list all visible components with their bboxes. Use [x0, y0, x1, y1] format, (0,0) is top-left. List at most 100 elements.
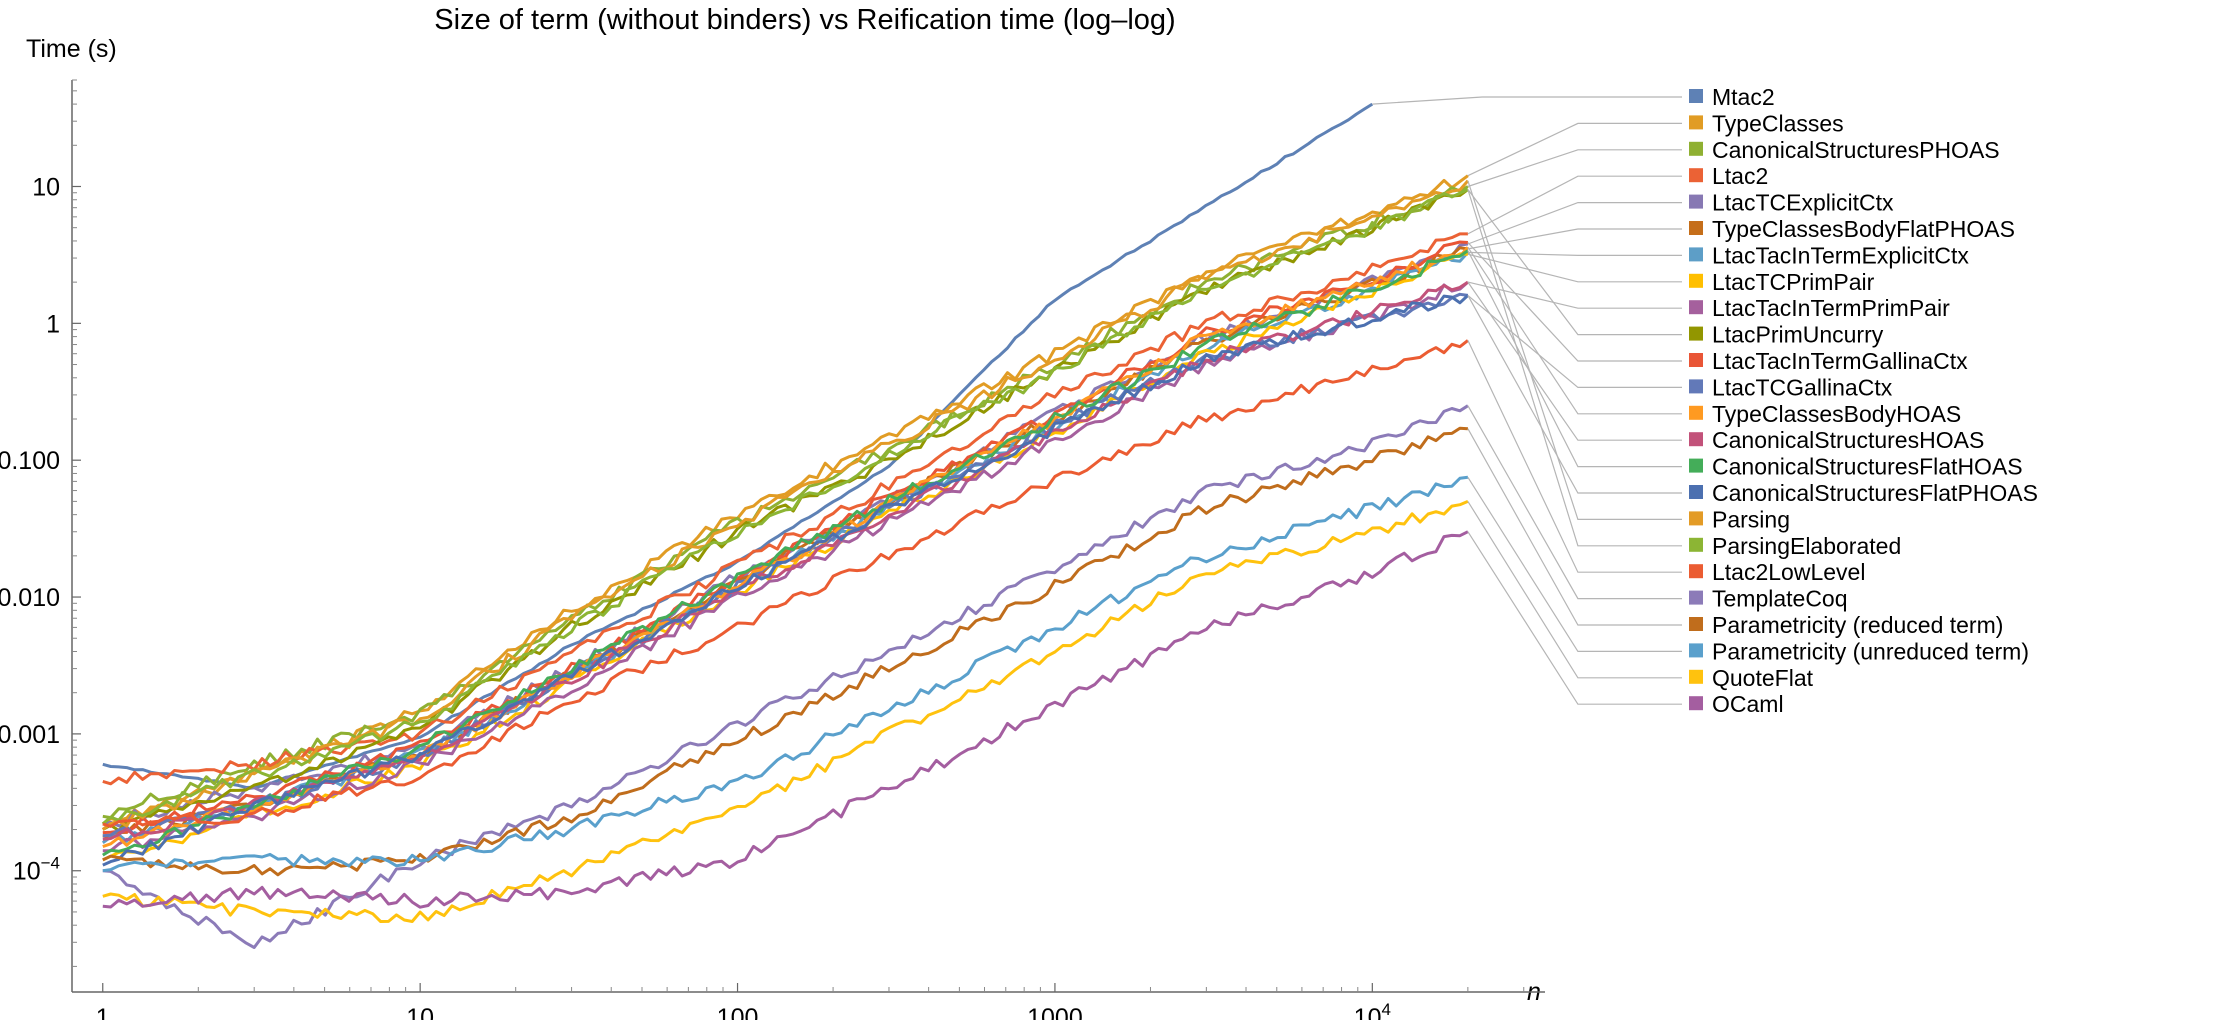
legend-swatch: [1689, 273, 1703, 288]
legend-swatch: [1689, 696, 1703, 711]
series-line: [102, 188, 1469, 832]
series-line: [101, 188, 1469, 826]
legend-swatch: [1689, 669, 1703, 684]
legend-callout-line: [1467, 340, 1682, 573]
legend-callout-line: [1467, 202, 1682, 245]
x-tick-label: 10: [406, 1004, 434, 1020]
x-tick-label: 104: [1354, 1000, 1391, 1020]
legend-label: Mtac2: [1712, 84, 1775, 110]
x-tick-label: 1000: [1027, 1004, 1083, 1020]
legend-callout-line: [1467, 295, 1682, 494]
legend-swatch: [1689, 168, 1703, 183]
legend-callout-line: [1467, 246, 1682, 415]
legend-callout-line: [1467, 122, 1682, 177]
legend-swatch: [1689, 432, 1703, 447]
legend-callout-line: [1467, 476, 1682, 653]
legend-swatch: [1689, 353, 1703, 367]
legend-callout-line: [1467, 175, 1682, 235]
legend-label: CanonicalStructuresPHOAS: [1712, 137, 2000, 163]
series-line: [102, 404, 1469, 949]
legend-callout-line: [1467, 189, 1682, 547]
legend-swatch: [1689, 405, 1703, 420]
y-tick-label: 10: [32, 173, 60, 201]
legend-swatch: [1689, 511, 1703, 526]
legend-label: LtacTCPrimPair: [1712, 269, 1875, 295]
legend-label: CanonicalStructuresFlatPHOAS: [1712, 480, 2038, 506]
legend-swatch: [1689, 247, 1703, 262]
legend-label: LtacPrimUncurry: [1712, 322, 1884, 348]
legend-callout-line: [1467, 180, 1682, 521]
legend-callout-line: [1467, 149, 1682, 188]
legend-swatch: [1689, 326, 1703, 341]
y-tick-label: 10−4: [13, 854, 60, 886]
legend-label: LtacTacInTermGallinaCtx: [1712, 348, 1968, 374]
legend-swatch: [1689, 379, 1703, 394]
legend-label: LtacTacInTermExplicitCtx: [1712, 242, 1969, 268]
legend-callout-line: [1467, 294, 1682, 388]
legend-swatch: [1689, 590, 1703, 605]
legend-callout-line: [1467, 242, 1682, 362]
legend-callout-line: [1467, 228, 1682, 250]
x-tick-label: 1: [96, 1004, 110, 1020]
x-tick-label: 100: [717, 1004, 759, 1020]
legend-swatch: [1689, 194, 1703, 209]
legend-callout-line: [1467, 253, 1682, 283]
legend-label: Ltac2LowLevel: [1712, 559, 1865, 585]
series-line: [102, 500, 1469, 923]
legend-label: QuoteFlat: [1712, 665, 1814, 691]
series-line: [102, 339, 1469, 828]
legend-swatch: [1689, 221, 1703, 235]
series-line: [102, 294, 1469, 867]
legend-swatch: [1689, 485, 1703, 499]
legend-swatch: [1689, 643, 1703, 658]
legend-label: Parametricity (reduced term): [1712, 612, 2003, 638]
legend-callout-line: [1467, 405, 1682, 600]
legend-swatch: [1689, 564, 1703, 579]
legend-callout-line: [1467, 428, 1682, 626]
series-layer: [101, 102, 1470, 949]
legend-label: CanonicalStructuresHOAS: [1712, 427, 1984, 453]
legend-label: LtacTCExplicitCtx: [1712, 190, 1894, 216]
legend-label: Ltac2: [1712, 163, 1768, 189]
y-tick-label: 0.100: [0, 447, 60, 475]
legend-callout-line: [1467, 189, 1682, 336]
legend-callout-line: [1467, 501, 1682, 679]
legend-label: TypeClassesBodyFlatPHOAS: [1712, 216, 2015, 242]
legend-swatch: [1689, 617, 1703, 631]
legend-swatch: [1689, 89, 1703, 103]
legend: Mtac2TypeClassesCanonicalStructuresPHOAS…: [1372, 84, 2038, 717]
legend-label: TypeClassesBodyHOAS: [1712, 401, 1961, 427]
legend-label: LtacTacInTermPrimPair: [1712, 295, 1950, 321]
legend-label: OCaml: [1712, 691, 1784, 717]
series-line: [102, 426, 1468, 877]
legend-callout-line: [1467, 250, 1682, 468]
legend-label: Parametricity (unreduced term): [1712, 638, 2029, 664]
legend-callout-line: [1467, 281, 1682, 309]
series-line: [102, 246, 1469, 839]
legend-swatch: [1689, 115, 1703, 130]
y-tick-label: 0.001: [0, 721, 60, 749]
y-tick-label: 1: [46, 310, 60, 338]
series-line: [102, 475, 1469, 873]
chart-title: Size of term (without binders) vs Reific…: [434, 4, 1175, 36]
legend-label: TemplateCoq: [1712, 586, 1848, 612]
legend-callout-line: [1467, 531, 1682, 705]
legend-label: LtacTCGallinaCtx: [1712, 374, 1893, 400]
legend-swatch: [1689, 537, 1703, 552]
series-line: [102, 185, 1469, 820]
legend-label: TypeClasses: [1712, 110, 1844, 136]
axis-ticks: 1 10 100 1000 104 10−4 0.001 0.010 0.100 1 10: [0, 79, 1525, 1020]
legend-swatch: [1689, 300, 1703, 315]
legend-callout-line: [1467, 251, 1682, 256]
series-line: [101, 179, 1470, 831]
legend-label: CanonicalStructuresFlatHOAS: [1712, 454, 2023, 480]
legend-swatch: [1689, 458, 1703, 473]
legend-swatch: [1689, 141, 1703, 156]
legend-callout-line: [1372, 96, 1682, 105]
legend-label: Parsing: [1712, 506, 1790, 532]
y-tick-label: 0.010: [0, 584, 60, 612]
series-line: [102, 102, 1374, 789]
series-line: [102, 530, 1469, 909]
legend-label: ParsingElaborated: [1712, 533, 1901, 559]
